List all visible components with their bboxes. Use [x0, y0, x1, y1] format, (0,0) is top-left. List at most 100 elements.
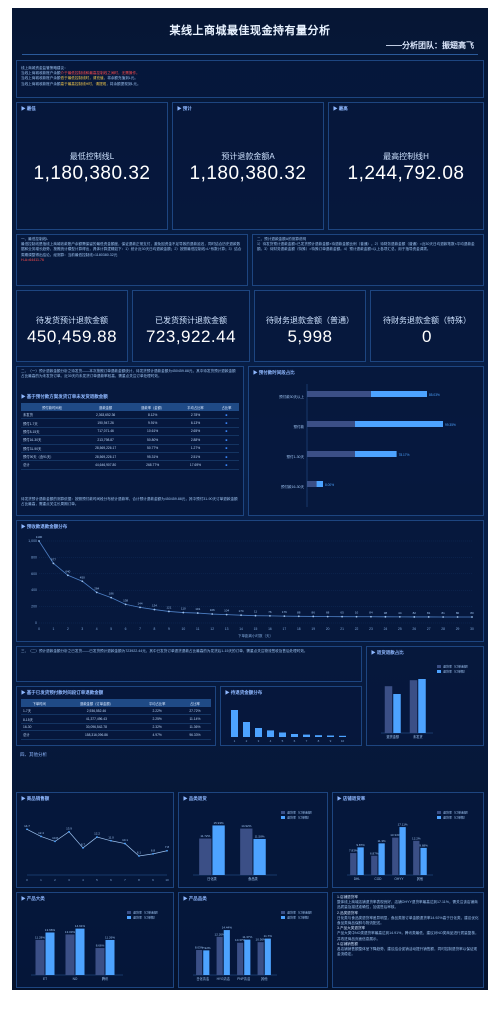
legend-label: 退货率（订单数）: [443, 815, 467, 820]
strategy-line: 当线上商城收款账户余额介于最低控制线和最高控制线之间时，无需操作。: [21, 71, 479, 76]
prepay-share-chart: 预付款30天以上 85.03% 预付款 99.35% 预付1-30天 78.17% 预付款1…: [279, 384, 456, 507]
conclusion-panel: 1.店铺退货率 整体线上商城店铺退货率表现良好，店铺OHYY退货率最高达到17.…: [332, 892, 484, 988]
section-note: 二、（一）预计退款金额分析之待发货——本次按照订单退款金额统计，待发货预计退款金…: [21, 369, 236, 379]
conclusion-body: 日化类与食品类退货率差异明显，食品类按订单金额退货率14.92%高于日化类，建议…: [337, 915, 479, 926]
table-cell: 190,947.26: [83, 418, 129, 428]
table-cell: 9.91%: [128, 418, 178, 428]
data-label: 144: [138, 601, 143, 605]
chart-title: ▶ 产品大类: [21, 896, 45, 901]
team-label: ——分析团队：振翅高飞: [386, 41, 474, 50]
data-label: 13.03%: [65, 930, 76, 934]
bar: [371, 855, 378, 875]
kpi-max-control: ▶ 最高 最高控制线H 1,244,792.08: [328, 102, 484, 230]
table-cell: 1-7天: [21, 707, 58, 716]
data-label: 81: [427, 611, 431, 615]
x-tick-label: 日化清洁: [196, 976, 209, 981]
x-tick-label: 腾讯: [102, 976, 109, 981]
data-point: [110, 839, 112, 842]
x-tick-label: 4: [270, 739, 272, 743]
data-label: 6.8: [151, 848, 156, 852]
x-tick-label: 未发货: [413, 734, 423, 739]
x-tick-label: 23: [369, 627, 373, 631]
notes-title: 一、最低控制线L: [21, 237, 49, 241]
data-label: 11.7%: [264, 934, 273, 938]
conclusion-body: 产品大类中NO类退货率最高达到14.91%，腾讯类最低，建议对NO类商品进行质量…: [337, 931, 479, 941]
data-label: 11.28%: [35, 935, 45, 939]
table-header-cell: 退款金额（订单金额）: [57, 699, 136, 707]
data-label: 12.2: [94, 832, 100, 836]
data-label: 7.92%: [202, 946, 211, 950]
x-tick-label: 11: [196, 627, 200, 631]
kpi-label: 待财务退款金额（特殊）: [383, 316, 471, 325]
kpi-tag-text: 最低: [26, 106, 36, 111]
chart-title: ▶ 预收款退款金额分布: [21, 524, 68, 529]
data-point: [95, 591, 98, 594]
store-return-panel: ▶ 店铺退货率 退货率（订单金额） 退货率（订单数） 7.83% 9.87% DHL 6.…: [332, 792, 484, 888]
x-tick-label: 其他: [417, 876, 424, 881]
data-label: 7.83%: [349, 849, 358, 853]
kpi-label: 最低控制线L: [69, 152, 115, 161]
x-tick-label: 日化类: [207, 876, 217, 881]
data-label: 8.66%: [96, 944, 105, 948]
chart-title: ▶ 商品销售额: [21, 796, 50, 801]
data-point: [68, 830, 70, 833]
data-point: [471, 616, 473, 618]
x-tick-label: NO: [73, 977, 78, 981]
data-point: [211, 613, 214, 615]
bar: [196, 950, 203, 975]
bar: [357, 847, 364, 875]
data-point: [138, 855, 140, 857]
data-label: 14.7: [24, 824, 30, 828]
table-cell: 未发货: [21, 411, 84, 420]
kpi-tag-text: 最高: [338, 106, 348, 111]
kpi-tag: ▶ 最高: [333, 106, 348, 111]
table-header-cell: 平均占比率: [135, 699, 179, 707]
y-tick-label: 1,000: [28, 539, 37, 543]
x-tick-label: 25: [398, 627, 402, 631]
table-cell: 总计: [21, 730, 58, 740]
x-tick-label: 4: [96, 627, 98, 631]
data-label: 11.26%: [105, 935, 115, 939]
bar: [291, 734, 298, 737]
legend-label: 退货率（订单金额）: [287, 810, 314, 815]
notes-left: 一、最低控制线L 最低控制线是指线上商城收款账户余额需保留的最低资金额度，保证退…: [16, 234, 248, 286]
bar: [315, 735, 322, 737]
bar: [327, 735, 334, 737]
table-cell: 2.78%: [177, 411, 214, 420]
bar: [339, 735, 346, 737]
bar: [413, 840, 420, 875]
kpi-pending-ship-refund: 待发货预计退款金额 450,459.88: [16, 290, 128, 362]
data-point: [82, 847, 84, 849]
data-label: 284: [94, 586, 99, 590]
data-label: 640: [65, 569, 70, 573]
bar: [392, 837, 399, 875]
x-tick-label: 9: [330, 739, 332, 743]
section-footnote: 待发货预计退款金额的测算依据：按照预付款时间段分布统计退款率，合计预计退款金额为…: [21, 497, 238, 507]
table-row: 未发货 2,363,652.36 8.12% 2.78% ■: [21, 411, 239, 420]
table-cell: 2.65%: [177, 427, 214, 437]
bar: [307, 421, 443, 427]
x-tick-label: 5: [96, 878, 98, 882]
table-cell: 30,096,542.78: [57, 723, 136, 732]
bar: [243, 722, 250, 737]
x-tick-label: 9: [168, 627, 170, 631]
legend-label: 退货率（订单金额）: [443, 810, 470, 815]
bar: [420, 847, 427, 875]
x-tick-label: 26: [412, 627, 416, 631]
x-tick-label: 7: [139, 627, 141, 631]
kpi-tag-text: 预计: [182, 106, 192, 111]
kpi-finance-special: 待财务退款金额（特殊） 0: [370, 290, 484, 362]
data-label: 138: [123, 598, 128, 602]
table-header-row: 下单时间 退款金额（订单金额） 平均占比率 占比率: [21, 699, 211, 707]
bar: [45, 932, 55, 975]
kpi-expected-refund: ▶ 预计 预计退款金额A 1,180,380.32: [172, 102, 324, 230]
x-tick-label: 27: [427, 627, 431, 631]
table-header-cell: 占比率: [213, 403, 239, 411]
legend-swatch: [437, 811, 441, 814]
data-point: [442, 616, 445, 618]
kpi-value: 1,244,792.08: [347, 163, 465, 184]
conclusion-body: 各店铺销售额整体呈下降趋势，建议结合促销活动提升销售额，同时控制退货率以保证现金…: [337, 947, 478, 957]
data-label: 44: [398, 611, 402, 615]
table-cell: 总计: [21, 460, 84, 470]
